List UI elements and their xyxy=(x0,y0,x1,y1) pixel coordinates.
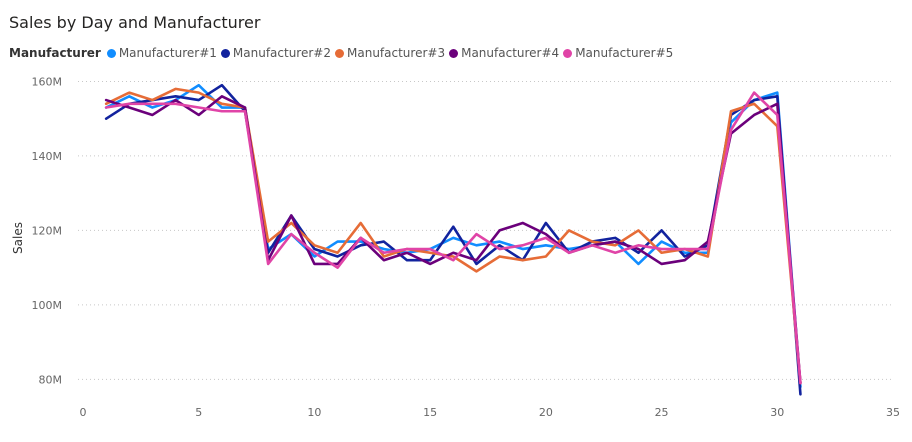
series-line-5 xyxy=(104,91,802,385)
legend-label: Manufacturer#1 xyxy=(118,46,217,60)
legend: Manufacturer Manufacturer#1 Manufacturer… xyxy=(9,46,677,60)
y-axis-label: Sales xyxy=(11,222,25,254)
x-tick-label: 30 xyxy=(770,406,784,419)
legend-item-manufacturer-5[interactable]: Manufacturer#5 xyxy=(563,46,673,60)
y-tick-label: 140M xyxy=(32,150,63,163)
series-line-4 xyxy=(104,95,802,385)
legend-label: Manufacturer#2 xyxy=(232,46,331,60)
legend-label: Manufacturer#3 xyxy=(347,46,446,60)
legend-dot-icon xyxy=(449,48,459,58)
legend-item-manufacturer-3[interactable]: Manufacturer#3 xyxy=(335,46,445,60)
legend-label: Manufacturer#4 xyxy=(461,46,560,60)
legend-dot-icon xyxy=(335,48,344,58)
legend-dot-icon xyxy=(220,48,230,58)
x-tick-label: 25 xyxy=(655,406,669,419)
y-tick-label: 160M xyxy=(32,75,63,88)
y-tick-label: 80M xyxy=(39,373,63,386)
y-tick-label: 120M xyxy=(32,224,63,237)
x-tick-label: 35 xyxy=(886,406,900,419)
x-tick-label: 20 xyxy=(539,406,553,419)
legend-dot-icon xyxy=(563,48,573,58)
legend-label: Manufacturer#5 xyxy=(575,46,674,60)
x-tick-label: 5 xyxy=(195,406,202,419)
x-tick-label: 15 xyxy=(423,406,437,419)
x-tick-label: 0 xyxy=(80,406,87,419)
series-line-2 xyxy=(104,83,802,396)
legend-title: Manufacturer xyxy=(9,46,101,60)
y-tick-label: 100M xyxy=(32,299,63,312)
series-line-1 xyxy=(104,83,802,389)
series-line-3 xyxy=(104,87,802,385)
legend-item-manufacturer-1[interactable]: Manufacturer#1 xyxy=(106,46,217,60)
legend-item-manufacturer-2[interactable]: Manufacturer#2 xyxy=(220,46,331,60)
chart-title: Sales by Day and Manufacturer xyxy=(9,13,261,32)
x-tick-label: 10 xyxy=(307,406,321,419)
legend-item-manufacturer-4[interactable]: Manufacturer#4 xyxy=(449,46,559,60)
legend-dot-icon xyxy=(106,48,116,58)
